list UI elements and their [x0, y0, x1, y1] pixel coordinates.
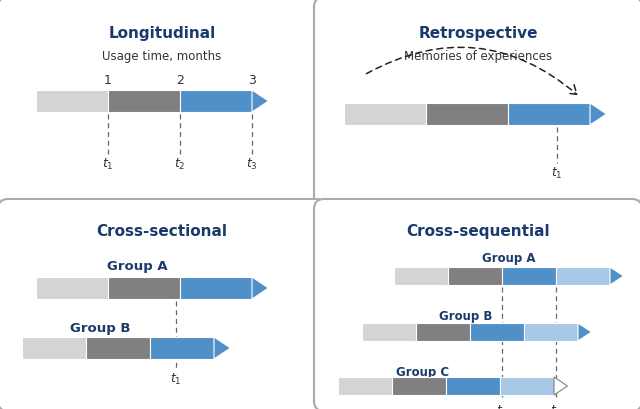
Text: $t_{1}$: $t_{1}$ [170, 371, 182, 386]
Polygon shape [554, 377, 568, 395]
Bar [22, 337, 86, 359]
Bar [446, 377, 500, 395]
Text: Cross-sectional: Cross-sectional [97, 223, 227, 238]
Bar [344, 104, 426, 126]
Bar [416, 323, 470, 341]
Polygon shape [578, 323, 591, 341]
Bar [392, 377, 446, 395]
Polygon shape [590, 104, 607, 126]
FancyBboxPatch shape [0, 0, 326, 209]
Bar [86, 337, 150, 359]
Polygon shape [252, 277, 269, 299]
Bar [180, 91, 252, 113]
Polygon shape [252, 91, 269, 113]
FancyBboxPatch shape [0, 200, 326, 409]
Text: Usage time, months: Usage time, months [102, 50, 221, 63]
Bar [426, 104, 508, 126]
Bar [470, 323, 524, 341]
Text: 1: 1 [104, 74, 112, 87]
Bar [108, 91, 180, 113]
Text: 2: 2 [176, 74, 184, 87]
Bar [362, 323, 416, 341]
Text: Group B: Group B [439, 309, 492, 322]
Bar [524, 323, 578, 341]
Text: $t_{1}$: $t_{1}$ [496, 403, 508, 409]
Bar [338, 377, 392, 395]
Text: 3: 3 [248, 74, 256, 87]
Bar [394, 267, 448, 285]
Text: $t_{3}$: $t_{3}$ [246, 157, 258, 172]
Bar [180, 277, 252, 299]
Text: Longitudinal: Longitudinal [108, 26, 216, 41]
Text: $t_{2}$: $t_{2}$ [550, 403, 562, 409]
Bar [448, 267, 502, 285]
Bar [500, 377, 554, 395]
Text: Cross-sequential: Cross-sequential [406, 223, 550, 238]
Text: Memories of experiences: Memories of experiences [404, 50, 552, 63]
Bar [502, 267, 556, 285]
Text: $t_{1}$: $t_{1}$ [102, 157, 114, 172]
FancyBboxPatch shape [314, 200, 640, 409]
Bar [150, 337, 214, 359]
Bar [556, 267, 610, 285]
Polygon shape [610, 267, 623, 285]
Text: Retrospective: Retrospective [419, 26, 538, 41]
Bar [36, 277, 108, 299]
FancyArrowPatch shape [367, 48, 577, 95]
Bar [36, 91, 108, 113]
Bar [108, 277, 180, 299]
Text: $t_{1}$: $t_{1}$ [552, 166, 563, 181]
Text: Group A: Group A [107, 259, 168, 272]
Text: Group A: Group A [482, 252, 536, 264]
Text: $t_{2}$: $t_{2}$ [174, 157, 186, 172]
Polygon shape [214, 337, 230, 359]
FancyBboxPatch shape [314, 0, 640, 209]
Text: Group C: Group C [396, 365, 449, 378]
Bar [508, 104, 590, 126]
Text: Group B: Group B [70, 321, 131, 334]
